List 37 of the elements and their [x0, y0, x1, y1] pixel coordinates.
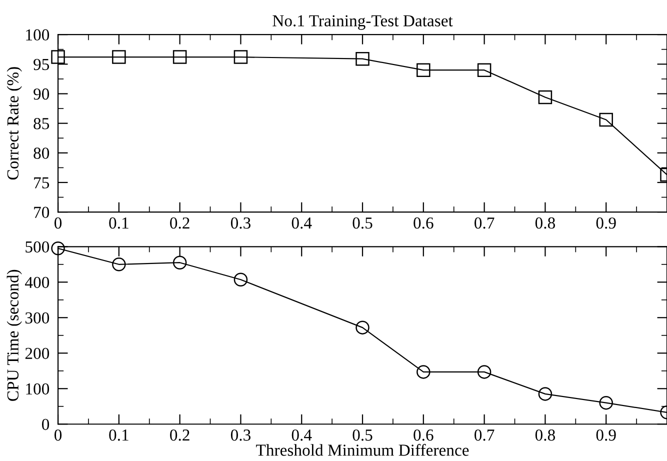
y-tick-label: 300 [25, 312, 50, 324]
y-tick-label: 95 [34, 58, 50, 70]
x-tick-label: 0.9 [596, 217, 616, 229]
x-tick-label: 0.9 [596, 429, 616, 441]
x-tick-label: 0 [54, 429, 62, 441]
x-axis-title: Threshold Minimum Difference [256, 444, 469, 456]
x-tick-label: 0.2 [170, 217, 190, 229]
x-tick-label: 0.8 [535, 217, 555, 229]
x-tick-label: 0.3 [230, 217, 250, 229]
x-tick-label: 0.4 [292, 429, 312, 441]
y-tick-label: 100 [26, 29, 50, 41]
x-tick-label: 0.5 [352, 217, 372, 229]
y-tick-label: 200 [25, 348, 50, 360]
x-tick-label: 0.7 [474, 429, 494, 441]
y-tick-label: 80 [34, 148, 50, 159]
x-tick-label: 0.4 [292, 217, 312, 229]
x-tick-label: 0.8 [535, 429, 555, 441]
y-tick-label: 90 [34, 88, 50, 100]
y-tick-label: 100 [26, 383, 50, 395]
y-tick-label: 0 [42, 418, 50, 430]
x-tick-label: 0.1 [109, 217, 128, 229]
x-tick-label: 0.6 [414, 217, 434, 229]
y-tick-label: 400 [25, 276, 50, 288]
x-tick-label: 0.6 [414, 429, 434, 441]
x-tick-label: 0.2 [170, 429, 190, 441]
x-tick-label: 0.7 [474, 217, 494, 229]
y-tick-label: 70 [34, 206, 50, 218]
chart-title: No.1 Training-Test Dataset [272, 15, 453, 30]
y-tick-label: 85 [34, 118, 50, 130]
x-tick-label: 0.5 [352, 429, 372, 441]
y-axis-title: CPU Time (second) [6, 270, 22, 401]
x-tick-label: 0.3 [230, 429, 250, 441]
x-tick-label: 0 [54, 217, 62, 229]
y-tick-label: 75 [34, 177, 50, 188]
x-tick-label: 0.1 [109, 429, 128, 441]
y-axis-title: Correct Rate (%) [6, 67, 22, 180]
y-tick-label: 500 [26, 241, 50, 253]
